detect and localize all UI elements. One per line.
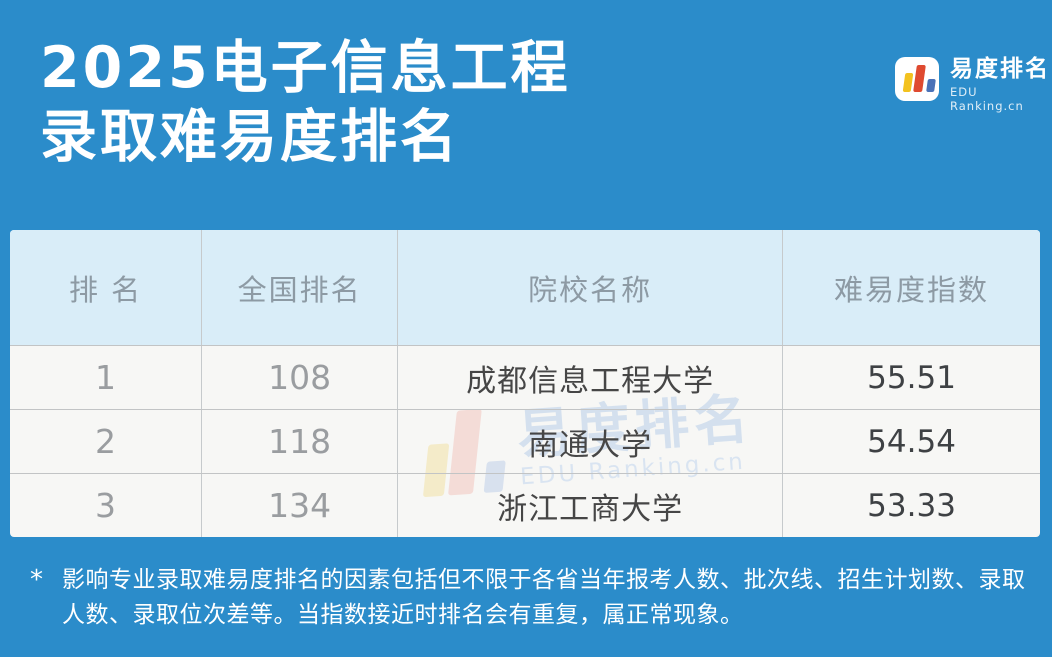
national-rank-cell: 118 — [202, 410, 399, 473]
bar-chart-icon-red-bar — [913, 65, 926, 92]
page-title-line2: 录取难易度排名 — [40, 103, 460, 170]
asterisk-marker: * — [30, 565, 43, 595]
column-header-national-rank: 全国排名 — [202, 230, 399, 345]
rank-cell: 2 — [10, 410, 203, 473]
table-row: 1 108 成都信息工程大学 55.51 — [10, 345, 1040, 409]
bar-chart-icon-blue-bar — [926, 79, 936, 92]
index-cell: 55.51 — [867, 359, 956, 396]
brand-name: 易度排名 — [950, 56, 1050, 82]
brand-logo: 易度排名 EDU Ranking.cn — [895, 56, 1052, 114]
brand-subtitle: EDU Ranking.cn — [950, 85, 1024, 114]
column-header-index: 难易度指数 — [834, 272, 990, 307]
bar-chart-icon-yellow-bar — [902, 73, 914, 92]
school-cell: 浙江工商大学 — [398, 474, 784, 537]
footnote-text: 影响专业录取难易度排名的因素包括但不限于各省当年报考人数、批次线、招生计划数、录… — [62, 567, 1026, 628]
brand-text: 易度排名 EDU Ranking.cn — [950, 56, 1052, 114]
rank-cell: 1 — [10, 346, 203, 409]
column-header-school: 院校名称 — [398, 230, 784, 345]
ranking-table: 易度排名 EDU Ranking.cn 排 名 全国排名 院校名称 难易度指数 … — [10, 230, 1040, 537]
national-rank-cell: 134 — [202, 474, 399, 537]
school-cell: 成都信息工程大学 — [398, 346, 784, 409]
page-title: 2025电子信息工程 录取难易度排名 — [40, 34, 571, 172]
table-row: 2 118 南通大学 54.54 — [10, 409, 1040, 473]
footnote: * 影响专业录取难易度排名的因素包括但不限于各省当年报考人数、批次线、招生计划数… — [30, 563, 1032, 633]
national-rank-cell: 108 — [202, 346, 399, 409]
page-title-line1: 2025电子信息工程 — [40, 35, 571, 101]
rank-cell: 3 — [10, 474, 203, 537]
bar-chart-icon — [895, 57, 939, 101]
table-row: 3 134 浙江工商大学 53.33 — [10, 473, 1040, 537]
table-header-row: 排 名 全国排名 院校名称 难易度指数 — [10, 230, 1040, 345]
school-cell: 南通大学 — [398, 410, 784, 473]
column-header-rank: 排 名 — [10, 230, 203, 345]
index-cell: 54.54 — [867, 423, 956, 460]
index-cell: 53.33 — [867, 487, 956, 524]
